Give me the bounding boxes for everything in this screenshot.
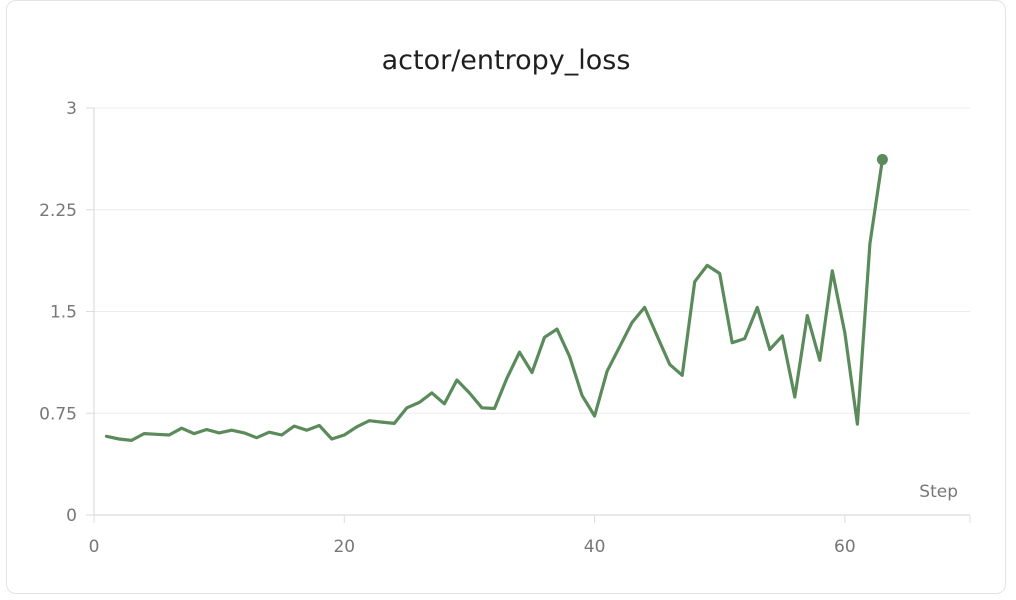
y-tick-label: 0 — [66, 506, 77, 526]
y-tick-label: 0.75 — [39, 404, 77, 424]
y-tick-label: 2.25 — [39, 201, 77, 221]
series-line — [104, 158, 885, 442]
x-tick-label: 60 — [834, 537, 856, 557]
x-tick-label: 0 — [89, 537, 100, 557]
chart-card: actor/entropy_loss — [6, 0, 1006, 594]
x-axis-label: Step — [919, 482, 958, 502]
x-tick-label: 20 — [333, 537, 355, 557]
y-tick-label: 1.5 — [50, 303, 77, 323]
last-point-marker — [876, 154, 888, 166]
y-tick-label: 3 — [66, 99, 77, 119]
x-tick-label: 40 — [584, 537, 606, 557]
chart-title: actor/entropy_loss — [381, 45, 631, 76]
